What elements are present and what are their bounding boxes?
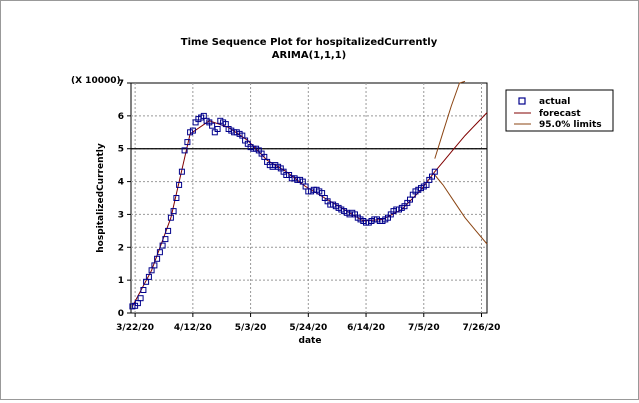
legend-actual-marker: [518, 97, 526, 105]
plot-frame: [130, 82, 488, 314]
x-tick-label: 6/14/20: [347, 323, 385, 333]
y-tick-label: 0: [118, 309, 124, 319]
actual-point: [189, 127, 196, 134]
actual-point: [140, 287, 147, 293]
actual-point: [214, 126, 221, 132]
y-tick-label: 6: [118, 112, 124, 122]
actual-point: [154, 255, 161, 262]
actual-point: [151, 262, 158, 269]
x-tick-label: 5/3/20: [235, 323, 267, 333]
y-tick-label: 2: [118, 243, 124, 253]
y-tick-label: 5: [118, 145, 124, 155]
actual-points: [129, 112, 438, 310]
x-tick-label: 4/12/20: [174, 323, 212, 333]
actual-point: [162, 236, 169, 243]
actual-point: [159, 242, 166, 249]
chart-subtitle: ARIMA(1,1,1): [272, 50, 346, 61]
x-tick-label: 7/5/20: [408, 323, 440, 333]
actual-point: [167, 214, 174, 221]
actual-point: [431, 168, 438, 175]
x-tick-label: 5/24/20: [289, 323, 327, 333]
y-multiplier-label: (X 10000): [71, 76, 121, 86]
upper-limit-line: [434, 80, 466, 159]
actual-point: [145, 273, 152, 280]
actual-point: [170, 208, 177, 215]
actual-point: [181, 147, 188, 154]
x-tick-label: 3/22/20: [116, 323, 154, 333]
grid: [131, 83, 487, 313]
actual-point: [209, 122, 216, 129]
x-axis: 3/22/20 4/12/20 5/3/20 5/24/20 6/14/20 7/5/20…: [116, 313, 500, 333]
y-tick-label: 1: [118, 276, 124, 286]
x-tick-label: 7/26/20: [463, 323, 501, 333]
y-axis-label: hospitalizedCurrently: [96, 143, 106, 253]
actual-point: [137, 295, 144, 302]
x-axis-label: date: [299, 336, 322, 346]
actual-point: [173, 195, 180, 201]
y-tick-label: 3: [118, 210, 124, 220]
legend: actual forecast 95.0% limits: [505, 89, 614, 132]
y-tick-label: 7: [118, 79, 124, 89]
lower-limit-line: [434, 174, 488, 245]
actual-point: [184, 139, 191, 146]
y-axis: 0 1 2 3 4 5 6 7: [118, 79, 131, 319]
legend-forecast-label: forecast: [539, 109, 581, 119]
y-tick-label: 4: [118, 178, 124, 188]
actual-point: [176, 181, 183, 188]
chart-title: Time Sequence Plot for hospitalizedCurre…: [181, 37, 438, 48]
actual-point: [178, 168, 185, 175]
legend-actual-label: actual: [539, 97, 570, 107]
legend-limits-label: 95.0% limits: [539, 120, 602, 130]
actual-point: [156, 249, 163, 256]
forecast-line: [131, 112, 488, 307]
actual-point: [165, 227, 172, 234]
